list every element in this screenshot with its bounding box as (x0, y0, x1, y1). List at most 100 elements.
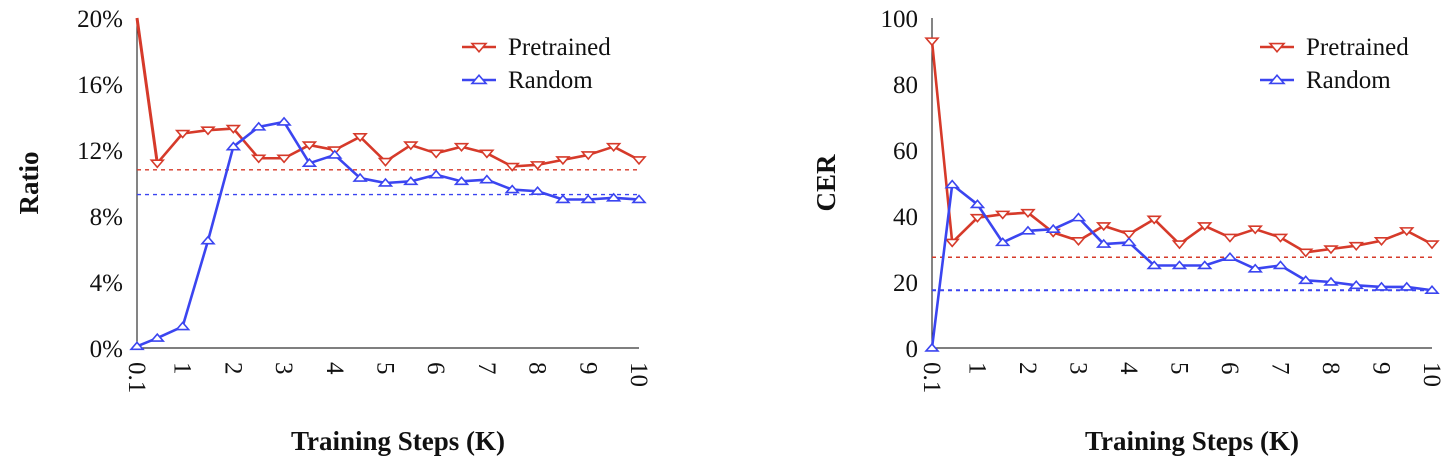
data-point-pretrained (200, 126, 216, 136)
data-point-pretrained (1070, 236, 1087, 247)
data-point-random (1095, 238, 1112, 248)
data-point-random (1272, 260, 1289, 270)
y-tick-label: 16% (77, 72, 123, 99)
y-tick-label: 12% (77, 138, 123, 165)
data-point-random (1373, 281, 1390, 291)
x-tick-label: 9 (574, 362, 601, 375)
data-point-random (529, 185, 546, 196)
data-point-pretrained (301, 141, 318, 151)
data-point-pretrained (352, 133, 368, 143)
y-axis-label: Ratio (14, 152, 44, 215)
legend-label-pretrained: Pretrained (508, 34, 611, 61)
data-point-pretrained (225, 124, 242, 134)
series-line-random (136, 120, 640, 348)
x-tick-label: 10 (625, 362, 652, 387)
data-point-pretrained (174, 129, 191, 139)
data-point-pretrained (250, 154, 267, 164)
x-tick-label: 8 (1317, 362, 1344, 375)
y-tick-label: 0% (90, 336, 123, 363)
data-point-pretrained (1095, 222, 1112, 232)
data-point-random (555, 194, 571, 204)
data-point-random (1070, 212, 1087, 222)
data-point-random (1399, 281, 1415, 291)
data-point-random (327, 149, 343, 159)
y-axis-label: CER (811, 154, 841, 212)
data-point-random (1121, 237, 1137, 247)
series-line-pretrained (156, 127, 640, 168)
data-point-pretrained (1247, 225, 1263, 235)
data-point-random (1323, 276, 1339, 286)
x-tick-label: 7 (473, 362, 500, 375)
data-point-pretrained (1348, 241, 1364, 251)
data-point-pretrained (1298, 248, 1314, 258)
data-point-random (428, 169, 444, 179)
legend-label-pretrained: Pretrained (1306, 34, 1409, 61)
data-point-random (504, 184, 520, 194)
data-point-pretrained (479, 149, 495, 159)
data-point-pretrained (580, 151, 597, 161)
data-point-random (1045, 223, 1061, 233)
data-point-pretrained (529, 161, 546, 171)
legend-marker (470, 42, 488, 53)
data-point-random (403, 176, 419, 186)
y-tick-label: 80 (893, 72, 918, 99)
data-point-pretrained (428, 149, 444, 159)
data-point-pretrained (555, 156, 571, 166)
data-point-pretrained (1323, 245, 1339, 255)
data-point-pretrained (1272, 233, 1289, 243)
data-point-random (479, 174, 495, 184)
x-tick-label: 1 (963, 362, 990, 375)
data-point-pretrained (631, 156, 647, 166)
data-point-random (149, 332, 166, 342)
data-point-random (1298, 275, 1314, 285)
data-point-random (1020, 225, 1036, 235)
data-point-random (1348, 280, 1364, 290)
series-line-pretrained-start (135, 17, 159, 164)
data-point-pretrained (1146, 215, 1162, 225)
y-tick-label: 20 (893, 270, 918, 297)
x-axis-label: Training Steps (K) (1085, 426, 1299, 456)
data-point-pretrained (1424, 240, 1440, 250)
data-point-random (969, 199, 986, 209)
data-point-random (352, 172, 368, 182)
x-tick-label: 4 (321, 362, 348, 375)
data-point-pretrained (453, 142, 470, 152)
x-tick-label: 10 (1418, 362, 1445, 387)
data-point-pretrained (1399, 227, 1415, 237)
data-point-pretrained (1196, 222, 1213, 232)
y-tick-label: 0 (906, 336, 919, 363)
data-point-pretrained (994, 210, 1011, 220)
x-axis-label: Training Steps (K) (291, 426, 505, 456)
legend-label-random: Random (508, 67, 593, 94)
data-point-random (1222, 251, 1238, 262)
y-tick-label: 8% (90, 204, 123, 231)
data-point-random (580, 194, 597, 204)
data-point-pretrained (504, 162, 520, 172)
legend-marker (1268, 42, 1286, 53)
data-point-pretrained (377, 157, 394, 167)
data-point-random (1171, 260, 1188, 270)
data-point-random (994, 237, 1011, 247)
legend-marker (1268, 74, 1286, 85)
data-point-random (1424, 284, 1440, 295)
x-tick-label: 5 (1165, 362, 1192, 375)
data-point-pretrained (924, 37, 940, 47)
data-point-random (377, 177, 394, 187)
data-point-random (453, 176, 470, 186)
data-point-random (924, 342, 940, 352)
y-tick-label: 40 (893, 204, 918, 231)
data-point-random (276, 116, 292, 126)
x-tick-label: 6 (422, 362, 449, 375)
x-tick-label: 3 (1064, 362, 1091, 375)
legend-marker (470, 74, 488, 85)
data-point-random (225, 141, 242, 151)
y-tick-label: 100 (881, 6, 919, 33)
y-tick-label: 4% (90, 270, 123, 297)
data-point-random (1196, 260, 1213, 270)
x-tick-label: 5 (371, 362, 398, 375)
data-point-random (200, 235, 216, 245)
x-tick-label: 8 (524, 362, 551, 375)
x-tick-label: 0.1 (918, 362, 945, 393)
y-tick-label: 20% (77, 6, 123, 33)
data-point-random (944, 179, 960, 189)
